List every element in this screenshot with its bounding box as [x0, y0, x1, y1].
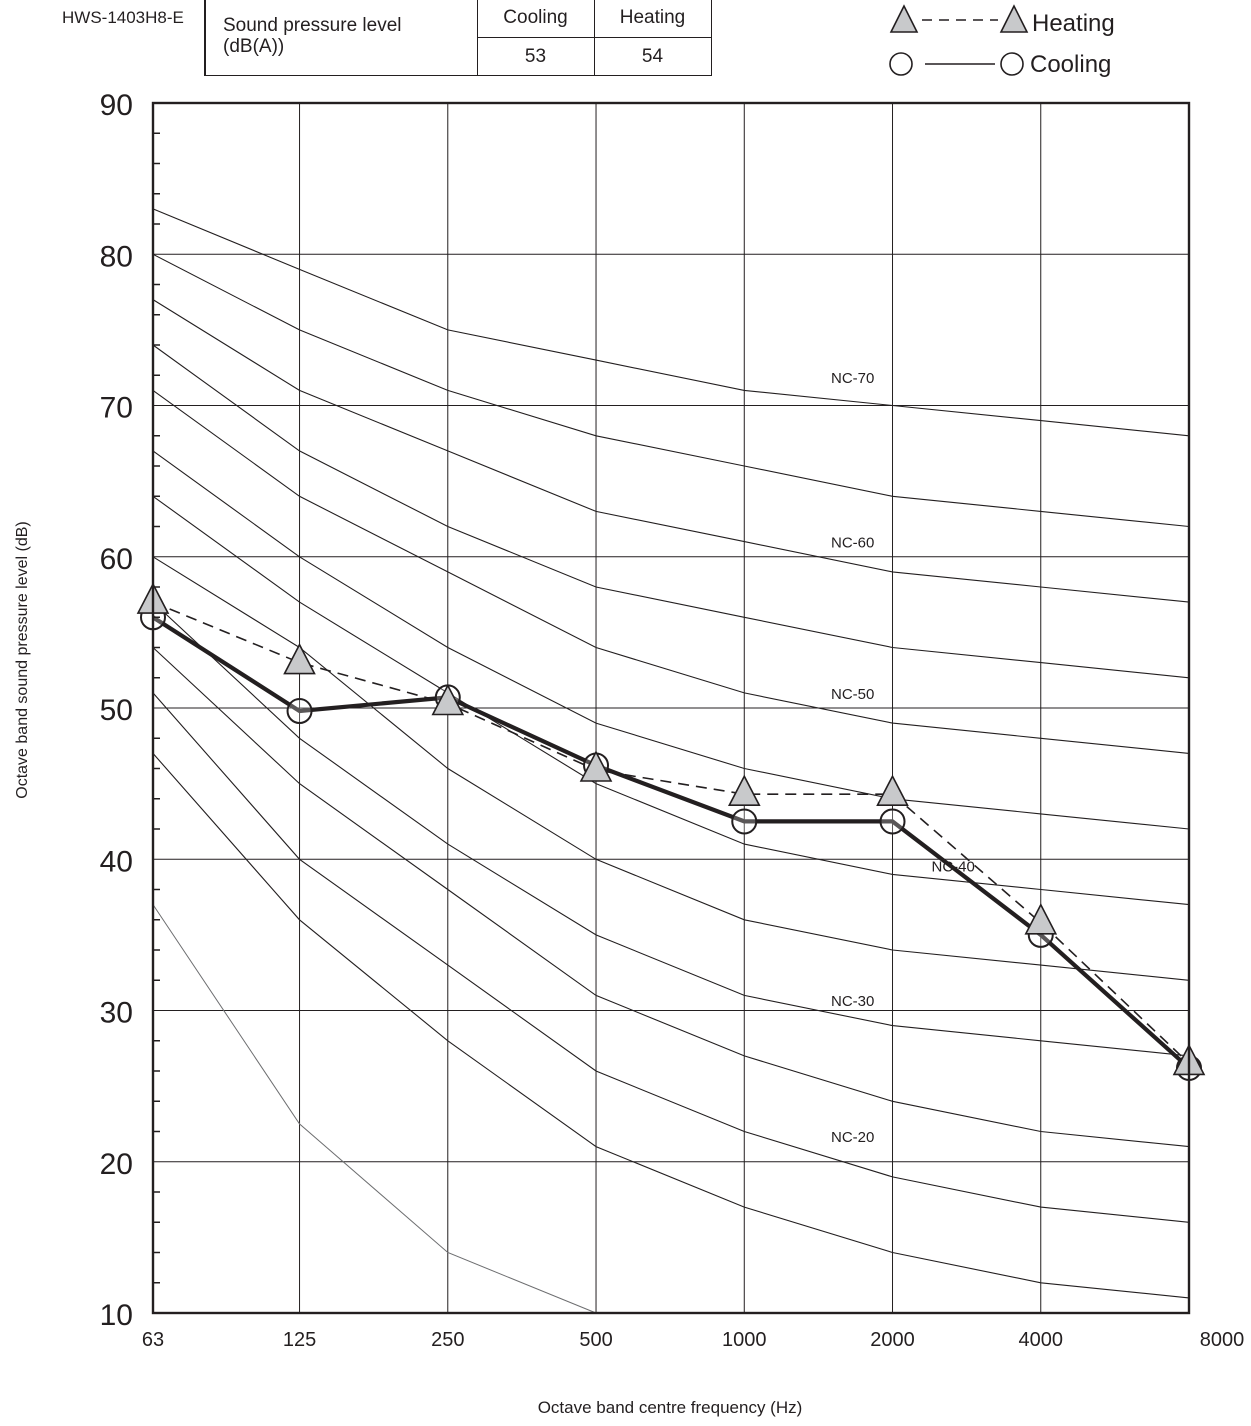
x-tick-label: 125 [283, 1329, 316, 1351]
sound-pressure-label: Sound pressure level (dB(A)) [204, 0, 478, 76]
nc-curve [152, 450, 1190, 830]
x-axis-label: Octave band centre frequency (Hz) [538, 1398, 803, 1417]
legend-cooling-label: Cooling [1030, 51, 1111, 78]
nc-label: NC-30 [831, 993, 874, 1010]
x-tick-label: 2000 [870, 1329, 915, 1351]
axes: 10 20 30 40 50 60 70 80 90 63 125 250 500 1000 2000 400… [100, 89, 1245, 1351]
heating-value: 54 [593, 37, 712, 76]
y-tick-label: 50 [100, 694, 133, 727]
nc-curve [152, 647, 1190, 1148]
cooling-line [151, 615, 1191, 1070]
nc-label: NC-60 [831, 535, 874, 552]
nc-curve [152, 601, 1190, 1057]
nc-label: NC-70 [831, 370, 874, 387]
nc-curve [152, 904, 597, 1314]
nc-curve [152, 389, 1190, 754]
y-tick-label: 20 [100, 1148, 133, 1181]
y-tick-label: 60 [100, 543, 133, 576]
heating-point [876, 774, 909, 807]
sound-pressure-table: Sound pressure level (dB(A)) Cooling Hea… [204, 0, 712, 76]
legend-heating-marker-right [999, 4, 1029, 33]
y-tick-label: 40 [100, 845, 133, 878]
nc-curve [152, 253, 1190, 528]
cooling-header: Cooling [476, 0, 595, 38]
sound-pressure-label-line2: (dB(A)) [223, 36, 285, 57]
x-tick-label: 8000 [1200, 1329, 1245, 1351]
x-tick-label: 500 [579, 1329, 612, 1351]
x-tick-label: 1000 [722, 1329, 767, 1351]
cooling-value: 53 [476, 37, 595, 76]
nc-label: NC-20 [831, 1129, 874, 1146]
plot-frame [151, 101, 1191, 1315]
cooling-point [879, 808, 906, 835]
heating-point [431, 683, 465, 716]
legend-cooling-marker-right [1000, 52, 1024, 76]
y-tick-label: 10 [100, 1299, 133, 1332]
x-tick-label: 63 [142, 1329, 164, 1351]
nc-curve [152, 344, 1190, 679]
heating-line [152, 601, 1190, 1064]
cooling-point [286, 698, 313, 725]
legend: Heating Cooling [889, 4, 1115, 78]
heating-point [727, 774, 761, 807]
cooling-point [731, 808, 758, 835]
heating-header: Heating [593, 0, 712, 38]
x-tick-label: 4000 [1019, 1329, 1064, 1351]
y-axis-label: Octave band sound pressure level (dB) [14, 521, 31, 798]
nc-curve [152, 556, 1190, 981]
legend-heating-label: Heating [1032, 10, 1115, 37]
nc-curve [152, 692, 1190, 1223]
nc-curve [152, 753, 1190, 1299]
y-tick-label: 70 [100, 392, 133, 425]
heating-point [1024, 903, 1058, 935]
nc-curve [152, 208, 1190, 437]
legend-heating-marker-left [889, 4, 919, 33]
heating-point [283, 642, 316, 675]
nc-label: NC-50 [831, 686, 874, 703]
grid [153, 103, 1189, 1313]
nc-curve [152, 495, 1190, 906]
y-tick-label: 80 [100, 240, 133, 273]
y-tick-label: 30 [100, 997, 133, 1030]
model-number: HWS-1403H8-E [62, 8, 184, 27]
nc-curve [152, 299, 1190, 603]
series [136, 582, 1206, 1081]
sound-pressure-label-line1: Sound pressure level [223, 15, 402, 36]
legend-cooling-marker-left [889, 52, 913, 76]
heating-point [579, 750, 613, 782]
x-tick-label: 250 [431, 1329, 464, 1351]
y-tick-label: 90 [100, 89, 133, 122]
